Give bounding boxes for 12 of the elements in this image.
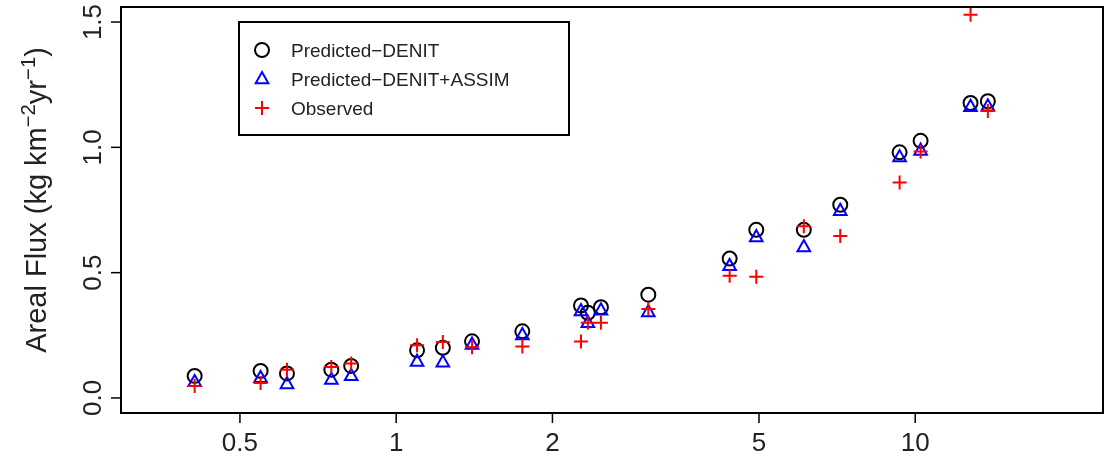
x-tick-label: 1 — [388, 427, 404, 457]
y-tick-label: 0.5 — [77, 254, 107, 291]
x-tick-label: 5 — [751, 427, 767, 457]
legend-label: Observed — [291, 98, 374, 119]
y-tick-label: 0.0 — [77, 379, 107, 417]
x-tick-label: 0.5 — [221, 427, 259, 457]
legend-label: Predicted−DENIT+ASSIM — [291, 69, 510, 90]
y-tick-label: 1.0 — [77, 129, 107, 166]
legend-label: Predicted−DENIT — [291, 40, 440, 61]
x-tick-label: 2 — [545, 427, 560, 457]
y-tick-label: 1.5 — [77, 3, 107, 41]
x-tick-label: 10 — [900, 427, 930, 457]
